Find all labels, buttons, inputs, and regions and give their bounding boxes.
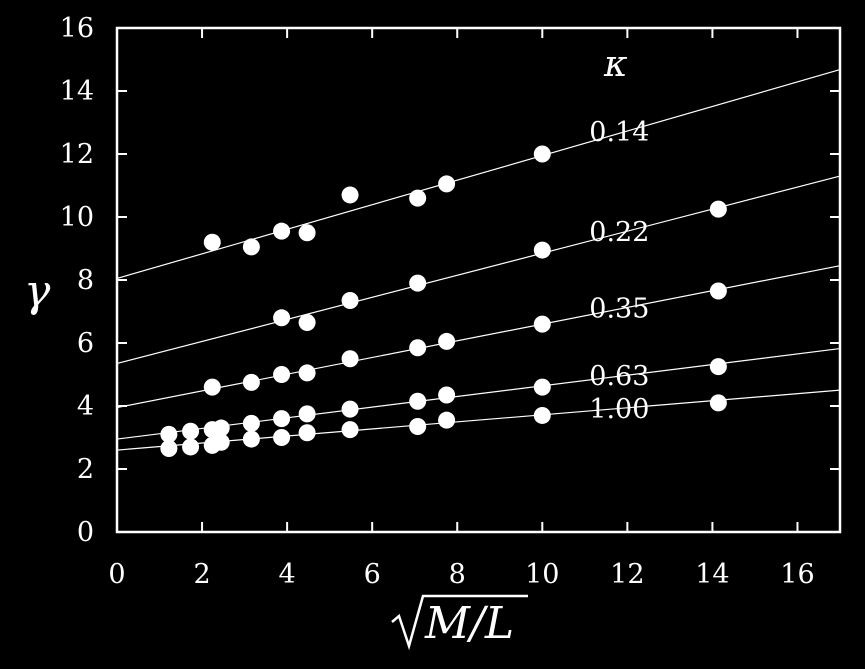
data-point <box>298 224 316 242</box>
data-point <box>409 339 427 357</box>
y-axis-label: γ <box>24 266 51 317</box>
data-point <box>160 425 178 443</box>
data-point <box>242 430 260 448</box>
data-point <box>182 438 200 456</box>
series-labels: 0.14 0.22 0.35 0.631.00 <box>589 117 649 425</box>
x-tick-label: 14 <box>695 559 729 590</box>
data-point <box>273 222 291 240</box>
plot-frame <box>115 26 842 534</box>
fit-lines <box>116 69 841 451</box>
data-point <box>341 291 359 309</box>
legend-title: κ <box>603 44 628 85</box>
data-point <box>709 358 727 376</box>
fit-line <box>116 175 841 365</box>
data-point <box>212 419 230 437</box>
y-tick-label: 16 <box>60 13 94 44</box>
data-point <box>438 386 456 404</box>
data-point <box>298 424 316 442</box>
data-point <box>533 406 551 424</box>
data-point <box>341 350 359 368</box>
y-tick-label: 12 <box>60 139 94 170</box>
series-label: 0.14 <box>589 117 649 148</box>
y-tick-label: 0 <box>77 517 94 548</box>
data-point <box>298 364 316 382</box>
y-tick-label: 2 <box>77 454 94 485</box>
fit-line <box>116 265 841 409</box>
data-points <box>160 145 727 458</box>
axis-ticks: 0 2 4 6 8 10 12 14 16 0 2 4 6 8 10 12 14 16 <box>60 13 840 590</box>
x-tick-label: 12 <box>610 559 644 590</box>
x-tick-label: 6 <box>364 559 381 590</box>
data-point <box>341 186 359 204</box>
data-point <box>409 417 427 435</box>
data-point <box>533 378 551 396</box>
x-axis-sqrt-sign <box>391 594 528 651</box>
data-point <box>341 421 359 439</box>
data-point <box>182 422 200 440</box>
data-point <box>533 241 551 259</box>
series-label: 1.00 <box>589 394 649 425</box>
fit-line <box>116 69 841 280</box>
data-point <box>409 189 427 207</box>
data-point <box>203 378 221 396</box>
data-point <box>242 414 260 432</box>
series-label: 0.63 <box>589 361 649 392</box>
data-point <box>273 410 291 428</box>
data-point <box>438 411 456 429</box>
data-point <box>709 200 727 218</box>
data-point <box>709 282 727 300</box>
series-label: 0.35 <box>589 293 649 324</box>
x-tick-label: 16 <box>780 559 814 590</box>
x-tick-label: 2 <box>193 559 210 590</box>
data-point <box>273 309 291 327</box>
series-label: 0.22 <box>589 217 649 248</box>
data-point <box>203 233 221 251</box>
x-axis-label: M/L <box>424 598 514 649</box>
y-tick-label: 4 <box>77 391 94 422</box>
data-point <box>242 373 260 391</box>
data-point <box>160 440 178 458</box>
data-point <box>409 274 427 292</box>
y-tick-label: 6 <box>77 328 94 359</box>
data-point <box>341 400 359 418</box>
y-tick-label: 8 <box>77 265 94 296</box>
data-point <box>533 145 551 163</box>
data-point <box>409 392 427 410</box>
data-point <box>242 238 260 256</box>
data-point <box>298 405 316 423</box>
data-point <box>533 315 551 333</box>
data-point <box>438 175 456 193</box>
x-tick-label: 0 <box>108 559 125 590</box>
x-tick-label: 8 <box>449 559 466 590</box>
data-point <box>709 394 727 412</box>
x-tick-label: 10 <box>525 559 559 590</box>
data-point <box>438 332 456 350</box>
data-point <box>212 433 230 451</box>
x-tick-label: 4 <box>279 559 296 590</box>
data-point <box>273 366 291 383</box>
data-point <box>273 429 291 446</box>
y-tick-label: 10 <box>60 202 94 233</box>
data-point <box>298 314 316 332</box>
y-tick-label: 14 <box>60 76 94 107</box>
